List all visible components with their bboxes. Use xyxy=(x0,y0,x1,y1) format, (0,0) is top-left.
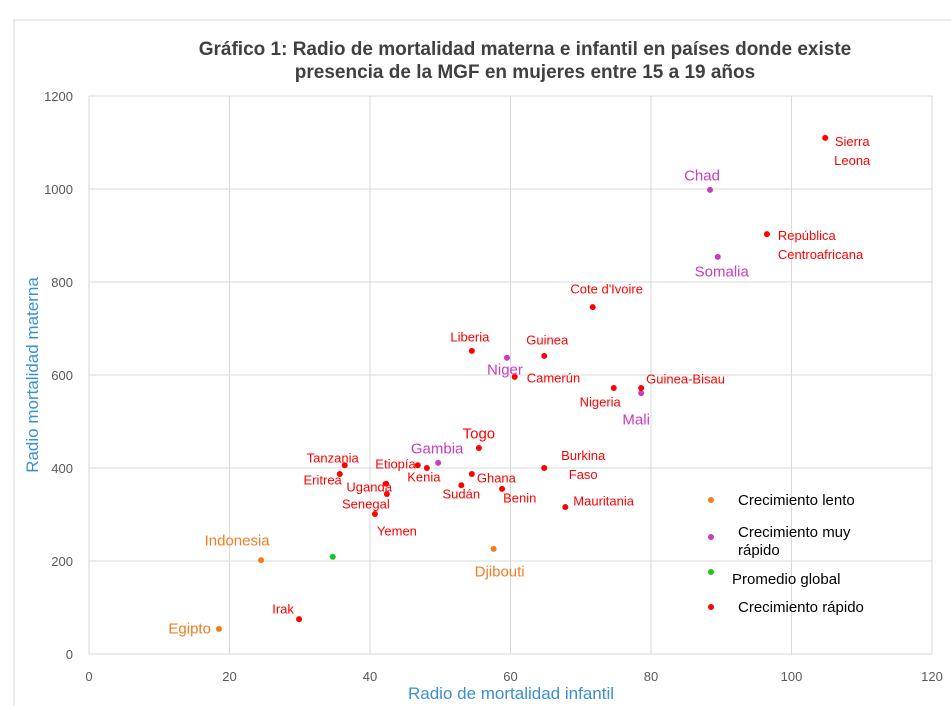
point-label: Guinea xyxy=(526,332,569,348)
point xyxy=(336,471,343,478)
point xyxy=(435,459,442,466)
point xyxy=(541,465,548,471)
point xyxy=(215,625,222,632)
point-label: Cote d'Ivoire xyxy=(570,281,643,297)
point xyxy=(610,385,617,392)
point-label: Tanzania xyxy=(306,450,359,466)
x-tick-label: 0 xyxy=(85,669,92,684)
point-label: Djibouti xyxy=(474,563,525,581)
x-tick-label: 60 xyxy=(503,669,517,684)
chart-border xyxy=(13,19,951,706)
point-label: Nigeria xyxy=(579,394,621,410)
point-label: Yemen xyxy=(376,523,417,539)
point-label: República Centroafricana xyxy=(777,228,864,263)
point-label: Eritrea xyxy=(303,472,342,488)
point xyxy=(541,352,548,359)
point xyxy=(638,390,645,397)
legend-label: Promedio global xyxy=(732,571,841,588)
point-label: Senegal xyxy=(342,496,390,512)
legend-marker xyxy=(708,569,714,575)
point-label: Niger xyxy=(487,361,523,379)
point-label: Gambia xyxy=(410,440,464,458)
point xyxy=(822,134,829,141)
x-tick-label: 20 xyxy=(222,669,236,684)
point-label: Togo xyxy=(462,425,496,443)
point xyxy=(341,462,348,469)
x-tick-label: 40 xyxy=(363,669,377,684)
point xyxy=(638,385,645,392)
point xyxy=(503,354,510,361)
chart-title: Gráfico 1: Radio de mortalidad materna e… xyxy=(198,39,852,83)
legend-marker xyxy=(708,497,714,503)
y-axis-title: Radio mortalidad materna xyxy=(23,277,42,473)
point-label: Sierra Leona xyxy=(834,133,871,168)
point xyxy=(562,504,569,511)
point-label: Mauritania xyxy=(573,493,634,509)
point-label: Chad xyxy=(684,167,720,185)
point xyxy=(468,347,475,354)
point-label: Kenia xyxy=(407,469,441,485)
point-label: Uganda xyxy=(346,479,392,495)
point xyxy=(383,491,390,498)
point xyxy=(414,462,421,469)
x-tick-label: 80 xyxy=(644,669,658,684)
point-label: Indonesia xyxy=(204,532,270,550)
y-tick-label: 1000 xyxy=(44,182,73,197)
point-label: Egipto xyxy=(168,620,211,638)
point xyxy=(763,231,770,238)
point xyxy=(511,373,518,380)
point xyxy=(458,482,465,489)
point xyxy=(475,445,482,452)
point xyxy=(714,253,721,260)
point xyxy=(468,471,475,478)
point xyxy=(589,304,596,311)
point-label: Guinea-Bisau xyxy=(646,371,725,387)
point-label: Somalia xyxy=(694,263,749,281)
legend-marker xyxy=(708,534,714,540)
point xyxy=(499,485,506,492)
legend-label: Crecimiento rápido xyxy=(738,599,864,616)
point-label: Benin xyxy=(503,490,537,506)
point-label: Mali xyxy=(622,411,650,429)
point xyxy=(383,480,390,487)
y-tick-label: 800 xyxy=(51,275,73,290)
legend-label: Crecimiento muy rápido xyxy=(738,524,851,559)
point-label: Burkina Faso xyxy=(561,448,606,482)
x-tick-label: 120 xyxy=(921,669,943,684)
point-label: Sudán xyxy=(442,486,481,502)
point-label: Camerún xyxy=(526,370,581,386)
point xyxy=(329,553,336,560)
point xyxy=(296,616,303,623)
point xyxy=(490,545,497,552)
point xyxy=(371,511,378,518)
legend-label: Crecimiento lento xyxy=(738,492,855,509)
legend-marker xyxy=(708,604,714,610)
point xyxy=(258,557,265,564)
x-axis-title: Radio de mortalidad infantil xyxy=(407,684,615,703)
y-tick-label: 200 xyxy=(51,554,73,569)
point-label: Irak xyxy=(272,601,294,617)
y-tick-label: 1200 xyxy=(44,89,73,104)
y-tick-label: 400 xyxy=(51,461,73,476)
point-label: Ghana xyxy=(476,470,516,486)
y-tick-label: 600 xyxy=(51,368,73,383)
x-tick-label: 100 xyxy=(781,669,803,684)
point-label: Etiopía xyxy=(375,456,416,472)
y-tick-label: 0 xyxy=(66,647,73,662)
point xyxy=(423,465,430,471)
point-label: Liberia xyxy=(450,329,490,345)
point xyxy=(707,186,714,193)
